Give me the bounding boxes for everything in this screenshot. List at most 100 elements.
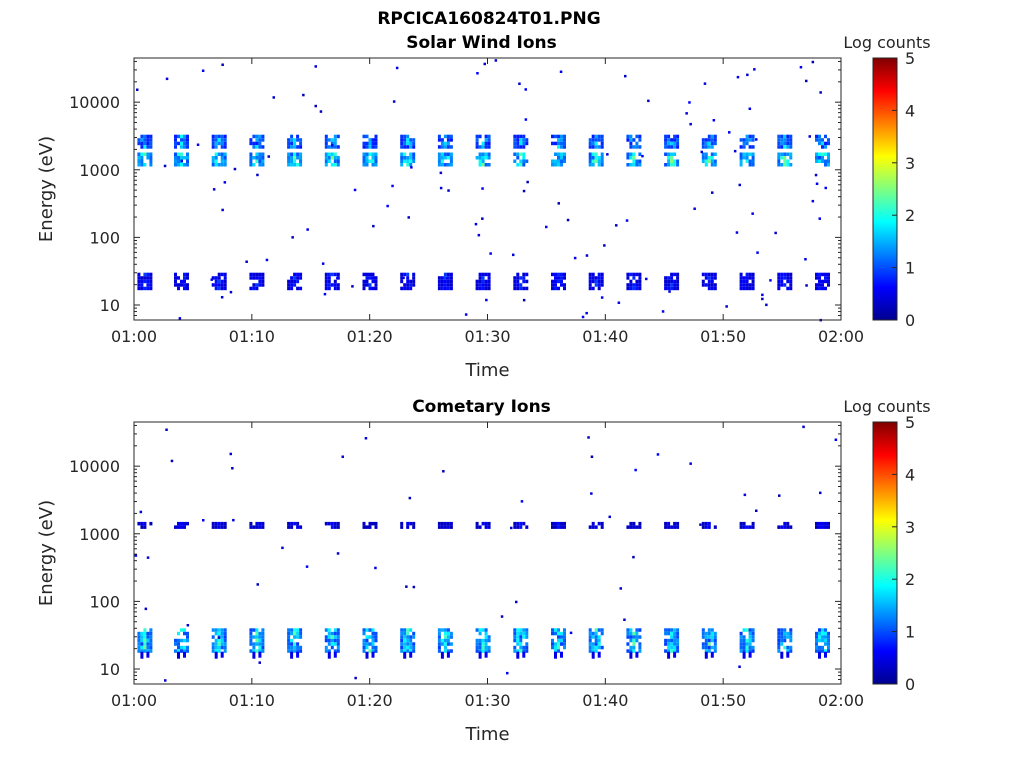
- heatmap-cell: [745, 649, 749, 653]
- heatmap-cell: [446, 638, 450, 643]
- heatmap-cell: [522, 141, 526, 146]
- heatmap-cell: [701, 145, 705, 149]
- heatmap-cell: [519, 163, 523, 167]
- heatmap-cell: [296, 156, 300, 160]
- heatmap-cell: [513, 645, 517, 650]
- heatmap-cell: [664, 283, 668, 287]
- heatmap-cell: [365, 628, 369, 632]
- heatmap-cell: [676, 635, 680, 639]
- heatmap-cell: [673, 649, 677, 653]
- heatmap-cell: [484, 651, 488, 658]
- heatmap-cell: [211, 163, 215, 167]
- heatmap-cell: [449, 635, 453, 639]
- heatmap-cell: [186, 624, 190, 627]
- heatmap-cell: [559, 70, 563, 73]
- heatmap-cell: [519, 521, 523, 526]
- heatmap-cell: [783, 134, 787, 139]
- heatmap-cell: [821, 283, 824, 287]
- heatmap-cell: [403, 649, 407, 653]
- heatmap-cell: [440, 141, 444, 146]
- heatmap-cell: [333, 628, 337, 632]
- heatmap-cell: [412, 585, 416, 589]
- heatmap-cell: [739, 276, 743, 280]
- heatmap-cell: [186, 635, 189, 639]
- heatmap-cell: [293, 152, 297, 156]
- heatmap-cell: [296, 631, 300, 636]
- heatmap-cell: [739, 635, 743, 639]
- heatmap-cell: [751, 138, 755, 142]
- heatmap-cell: [573, 256, 577, 260]
- heatmap-cell: [516, 651, 520, 659]
- heatmap-cell: [437, 645, 441, 650]
- heatmap-cell: [524, 88, 527, 91]
- heatmap-cell: [223, 152, 227, 156]
- heatmap-cell: [783, 628, 787, 632]
- heatmap-cell: [739, 525, 743, 529]
- heatmap-cell: [670, 628, 674, 632]
- heatmap-cell: [685, 112, 688, 115]
- heatmap-cell: [676, 141, 680, 146]
- heatmap-cell: [629, 645, 633, 650]
- heatmap-cell: [664, 525, 668, 529]
- heatmap-cell: [635, 638, 639, 643]
- heatmap-cell: [670, 525, 674, 529]
- heatmap-cell: [704, 138, 708, 142]
- heatmap-cell: [664, 628, 668, 632]
- heatmap-cell: [177, 649, 180, 653]
- heatmap-cell: [597, 642, 601, 646]
- heatmap-cell: [670, 635, 674, 639]
- heatmap-cell: [484, 521, 488, 526]
- heatmap-cell: [255, 138, 259, 142]
- heatmap-cell: [597, 521, 601, 526]
- heatmap-cell: [545, 225, 548, 229]
- heatmap-cell: [745, 134, 749, 139]
- heatmap-cell: [713, 635, 717, 639]
- heatmap-cell: [676, 272, 680, 277]
- y-tick-label: 100: [89, 228, 120, 247]
- heatmap-cell: [594, 649, 598, 653]
- x-tick-label: 01:20: [347, 691, 393, 710]
- heatmap-cell: [780, 138, 784, 142]
- heatmap-cell: [711, 191, 714, 194]
- heatmap-cell: [588, 279, 592, 284]
- heatmap-cell: [249, 286, 253, 291]
- heatmap-cell: [140, 134, 144, 139]
- heatmap-cell: [146, 134, 150, 139]
- heatmap-cell: [143, 631, 147, 636]
- heatmap-cell: [789, 645, 793, 650]
- heatmap-cell: [738, 665, 741, 668]
- heatmap-cell: [475, 628, 479, 632]
- heatmap-cell: [484, 283, 488, 287]
- heatmap-cell: [827, 279, 830, 284]
- heatmap-cell: [594, 525, 598, 529]
- heatmap-cell: [174, 525, 177, 529]
- heatmap-cell: [551, 628, 554, 632]
- heatmap-cell: [629, 628, 633, 632]
- heatmap-cell: [525, 159, 529, 163]
- heatmap-cell: [368, 152, 372, 156]
- heatmap-cell: [290, 645, 294, 650]
- heatmap-cell: [293, 631, 297, 636]
- heatmap-cell: [183, 134, 186, 139]
- heatmap-cell: [333, 649, 337, 653]
- heatmap-cell: [211, 645, 215, 650]
- heatmap-cell: [588, 283, 592, 287]
- heatmap-cell: [560, 651, 563, 658]
- heatmap-cell: [299, 163, 303, 167]
- heatmap-cell: [478, 272, 482, 277]
- heatmap-cell: [783, 521, 787, 526]
- x-tick-label: 01:40: [582, 327, 628, 346]
- heatmap-cell: [324, 635, 328, 639]
- heatmap-cell: [217, 631, 221, 636]
- heatmap-cell: [409, 283, 413, 287]
- heatmap-cell: [140, 145, 144, 149]
- heatmap-cell: [443, 279, 447, 284]
- heatmap-cell: [324, 638, 328, 643]
- heatmap-cell: [704, 145, 708, 149]
- heatmap-cell: [261, 152, 265, 156]
- heatmap-cell: [500, 615, 504, 618]
- heatmap-cell: [551, 521, 554, 526]
- heatmap-cell: [408, 496, 412, 500]
- heatmap-cell: [635, 272, 639, 277]
- heatmap-cell: [290, 156, 294, 160]
